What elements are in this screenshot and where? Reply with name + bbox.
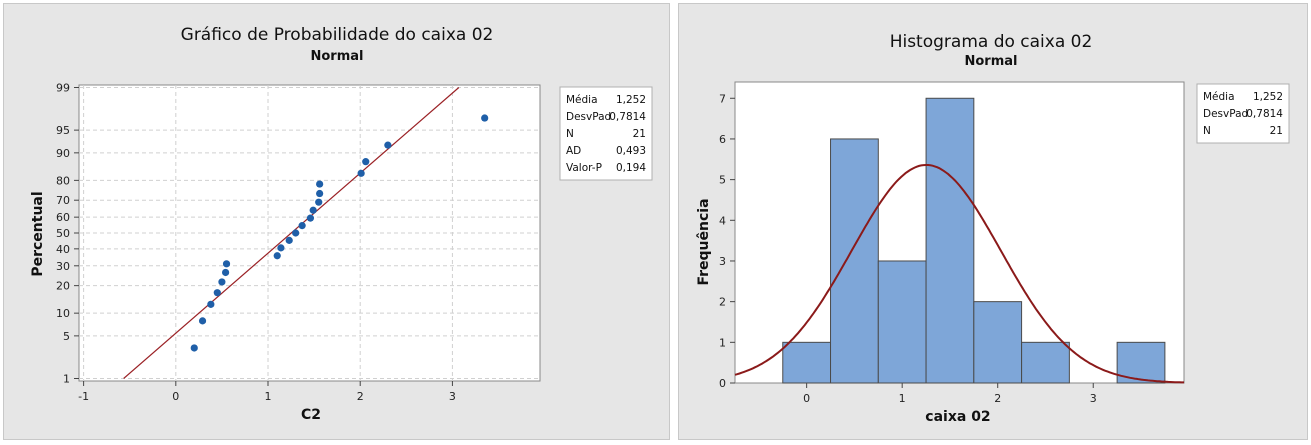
legend-box — [1196, 83, 1290, 144]
data-point — [298, 222, 306, 230]
legend-label: DesvPad — [1203, 108, 1248, 120]
data-point — [285, 236, 293, 244]
legend-value: 0,7814 — [1246, 108, 1283, 120]
y-tick-label: 1 — [719, 336, 726, 349]
histogram-bar — [973, 301, 1023, 384]
y-tick-label: 10 — [56, 307, 70, 320]
legend-value: 0,7814 — [609, 111, 646, 123]
chart-subtitle: Normal — [311, 49, 364, 64]
x-tick-label: 0 — [172, 390, 179, 403]
x-tick-label: 2 — [357, 390, 364, 403]
data-point — [277, 244, 285, 252]
legend-label: N — [1203, 125, 1211, 137]
x-axis-label: caixa 02 — [925, 409, 990, 425]
data-point — [273, 252, 281, 260]
histogram-bar — [782, 341, 832, 384]
chart-title: Gráfico de Probabilidade do caixa 02 — [181, 25, 494, 45]
y-tick-label: 7 — [719, 92, 726, 105]
legend-box — [559, 86, 653, 181]
data-point — [309, 206, 317, 214]
y-tick-label: 60 — [56, 211, 70, 224]
legend-value: 0,493 — [616, 145, 646, 157]
x-tick-label: 3 — [1090, 392, 1097, 405]
data-point — [384, 141, 392, 149]
x-axis-label: C2 — [301, 407, 321, 423]
y-tick-label: 80 — [56, 174, 70, 187]
legend-value: 1,252 — [616, 94, 646, 106]
data-point — [316, 189, 324, 198]
chart-subtitle: Normal — [965, 54, 1018, 69]
legend-value: 1,252 — [1253, 91, 1283, 103]
data-point — [213, 289, 221, 297]
probability-plot-panel: Gráfico de Probabilidade do caixa 02 Nor… — [3, 3, 670, 440]
y-axis-label: Frequência — [696, 198, 712, 285]
fit-line — [123, 87, 460, 379]
x-tick-label: 3 — [449, 390, 456, 403]
y-tick-label: 30 — [56, 260, 70, 273]
plot-area: -1 0 1 2 3 1 5 10 20 30 40 50 60 70 80 90 95 99 — [56, 82, 541, 403]
x-tick-label: 2 — [994, 392, 1001, 405]
y-tick-label: 99 — [56, 82, 70, 95]
y-axis-label: Percentual — [30, 191, 46, 276]
y-tick-label: 0 — [719, 377, 726, 390]
legend-label: N — [566, 128, 574, 140]
legend-value: 0,194 — [616, 162, 646, 174]
histogram: Histograma do caixa 02 Normal caixa 02 F… — [696, 32, 1290, 425]
data-point — [292, 229, 300, 237]
plot-area: 0 1 2 3 4 5 6 7 0 1 2 3 — [719, 81, 1185, 405]
y-tick-label: 95 — [56, 124, 70, 137]
x-tick-label: -1 — [78, 390, 89, 403]
legend-value: 21 — [1270, 125, 1283, 137]
legend-label: Média — [1203, 91, 1235, 103]
probability-plot: Gráfico de Probabilidade do caixa 02 Nor… — [30, 25, 653, 423]
y-tick-label: 20 — [56, 280, 70, 293]
chart-title: Histograma do caixa 02 — [890, 32, 1093, 52]
normal-curve — [734, 164, 1184, 384]
histogram-bar — [830, 138, 879, 384]
legend-value: 21 — [633, 128, 646, 140]
histogram-bar — [1021, 341, 1070, 384]
data-point — [357, 169, 365, 177]
y-tick-label: 6 — [719, 133, 726, 146]
legend-label: Média — [566, 94, 598, 106]
y-tick-label: 40 — [56, 243, 70, 256]
data-point — [218, 278, 226, 286]
y-tick-label: 90 — [56, 147, 70, 160]
histogram-bar — [877, 260, 927, 384]
legend-label: Valor-P — [566, 162, 602, 174]
histogram-panel: Histograma do caixa 02 Normal caixa 02 F… — [678, 3, 1308, 440]
data-point — [315, 198, 323, 206]
y-tick-label: 2 — [719, 296, 726, 309]
legend-label: DesvPad — [566, 111, 611, 123]
y-tick-label: 5 — [719, 174, 726, 187]
y-tick-label: 3 — [719, 255, 726, 268]
data-point — [190, 344, 198, 352]
plot-background — [78, 84, 541, 382]
y-tick-label: 70 — [56, 194, 70, 207]
x-tick-label: 1 — [265, 390, 272, 403]
legend-label: AD — [566, 145, 581, 157]
data-point — [221, 268, 230, 277]
x-tick-label: 1 — [899, 392, 906, 405]
histogram-bar — [925, 97, 975, 384]
data-point — [362, 158, 370, 166]
y-tick-label: 50 — [56, 227, 70, 240]
data-point — [198, 317, 207, 325]
data-point — [222, 260, 231, 268]
y-tick-label: 4 — [719, 214, 726, 227]
y-tick-label: 1 — [63, 372, 70, 385]
data-point — [207, 300, 215, 308]
data-point — [316, 180, 324, 188]
data-point — [306, 214, 315, 222]
data-point — [481, 114, 489, 122]
y-tick-label: 5 — [63, 330, 70, 343]
x-tick-label: 0 — [803, 392, 810, 405]
